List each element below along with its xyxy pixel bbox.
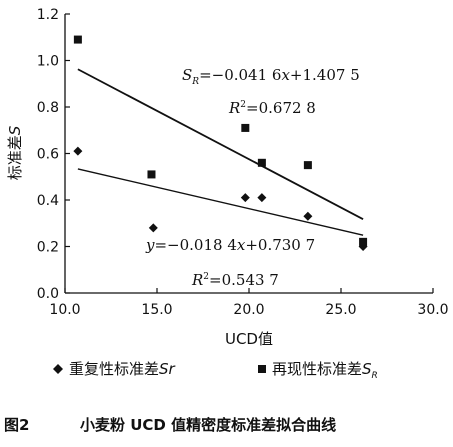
data-point-reproducibility <box>303 161 312 170</box>
x-tick-label: 30.0 <box>417 302 448 318</box>
x-axis-title: UCD值 <box>225 330 273 348</box>
data-point-reproducibility <box>359 237 368 246</box>
fit-equation-repeatability: y=−0.018 4x+0.730 7 <box>145 236 315 254</box>
x-tick-label: 15.0 <box>141 302 172 318</box>
y-tick-label: 0.6 <box>37 147 59 163</box>
fit-r2-reproducibility: R2=0.672 8 <box>228 99 316 117</box>
data-point-reproducibility <box>147 170 156 179</box>
data-point-reproducibility <box>257 158 266 167</box>
points <box>73 35 368 251</box>
data-point-repeatability <box>303 211 313 221</box>
data-point-reproducibility <box>73 35 82 44</box>
y-tick-label: 1.0 <box>37 54 59 70</box>
caption-title: 小麦粉 UCD 值精密度标准差拟合曲线 <box>80 416 336 434</box>
x-tick-label: 20.0 <box>233 302 264 318</box>
fit-line-repeatability <box>77 168 364 236</box>
fit-r2-repeatability: R2=0.543 7 <box>191 271 279 289</box>
figure-caption: 图2 小麦粉 UCD 值精密度标准差拟合曲线 <box>4 416 336 434</box>
x-tick-label: 25.0 <box>325 302 356 318</box>
caption-number: 图2 <box>4 416 29 434</box>
fit-line-reproducibility <box>77 68 364 220</box>
data-point-repeatability <box>257 193 267 203</box>
y-tick-label: 0.0 <box>37 286 59 302</box>
fit-lines <box>77 68 364 236</box>
y-tick-label: 0.4 <box>37 193 59 209</box>
legend-label-repeatability: 重复性标准差Sr <box>69 360 176 378</box>
y-tick-label: 0.8 <box>37 100 59 116</box>
ticks: 0.0 0.2 0.4 0.6 0.8 1.0 1.2 10.0 15.0 20.0 25.0 30.… <box>37 7 449 318</box>
data-point-repeatability <box>73 146 83 156</box>
legend: 重复性标准差Sr 再现性标准差SR <box>53 360 378 381</box>
legend-label-reproducibility: 再现性标准差SR <box>272 360 378 381</box>
data-point-repeatability <box>148 223 158 233</box>
y-tick-label: 1.2 <box>37 7 59 23</box>
legend-marker-reproducibility <box>258 365 266 373</box>
legend-marker-repeatability <box>53 364 63 374</box>
y-axis-title: 标准差S <box>6 125 24 180</box>
x-tick-label: 10.0 <box>49 302 80 318</box>
data-point-repeatability <box>240 193 250 203</box>
y-tick-label: 0.2 <box>37 240 59 256</box>
fit-equation-reproducibility: SR=−0.041 6x+1.407 5 <box>182 66 360 87</box>
data-point-reproducibility <box>241 123 250 132</box>
